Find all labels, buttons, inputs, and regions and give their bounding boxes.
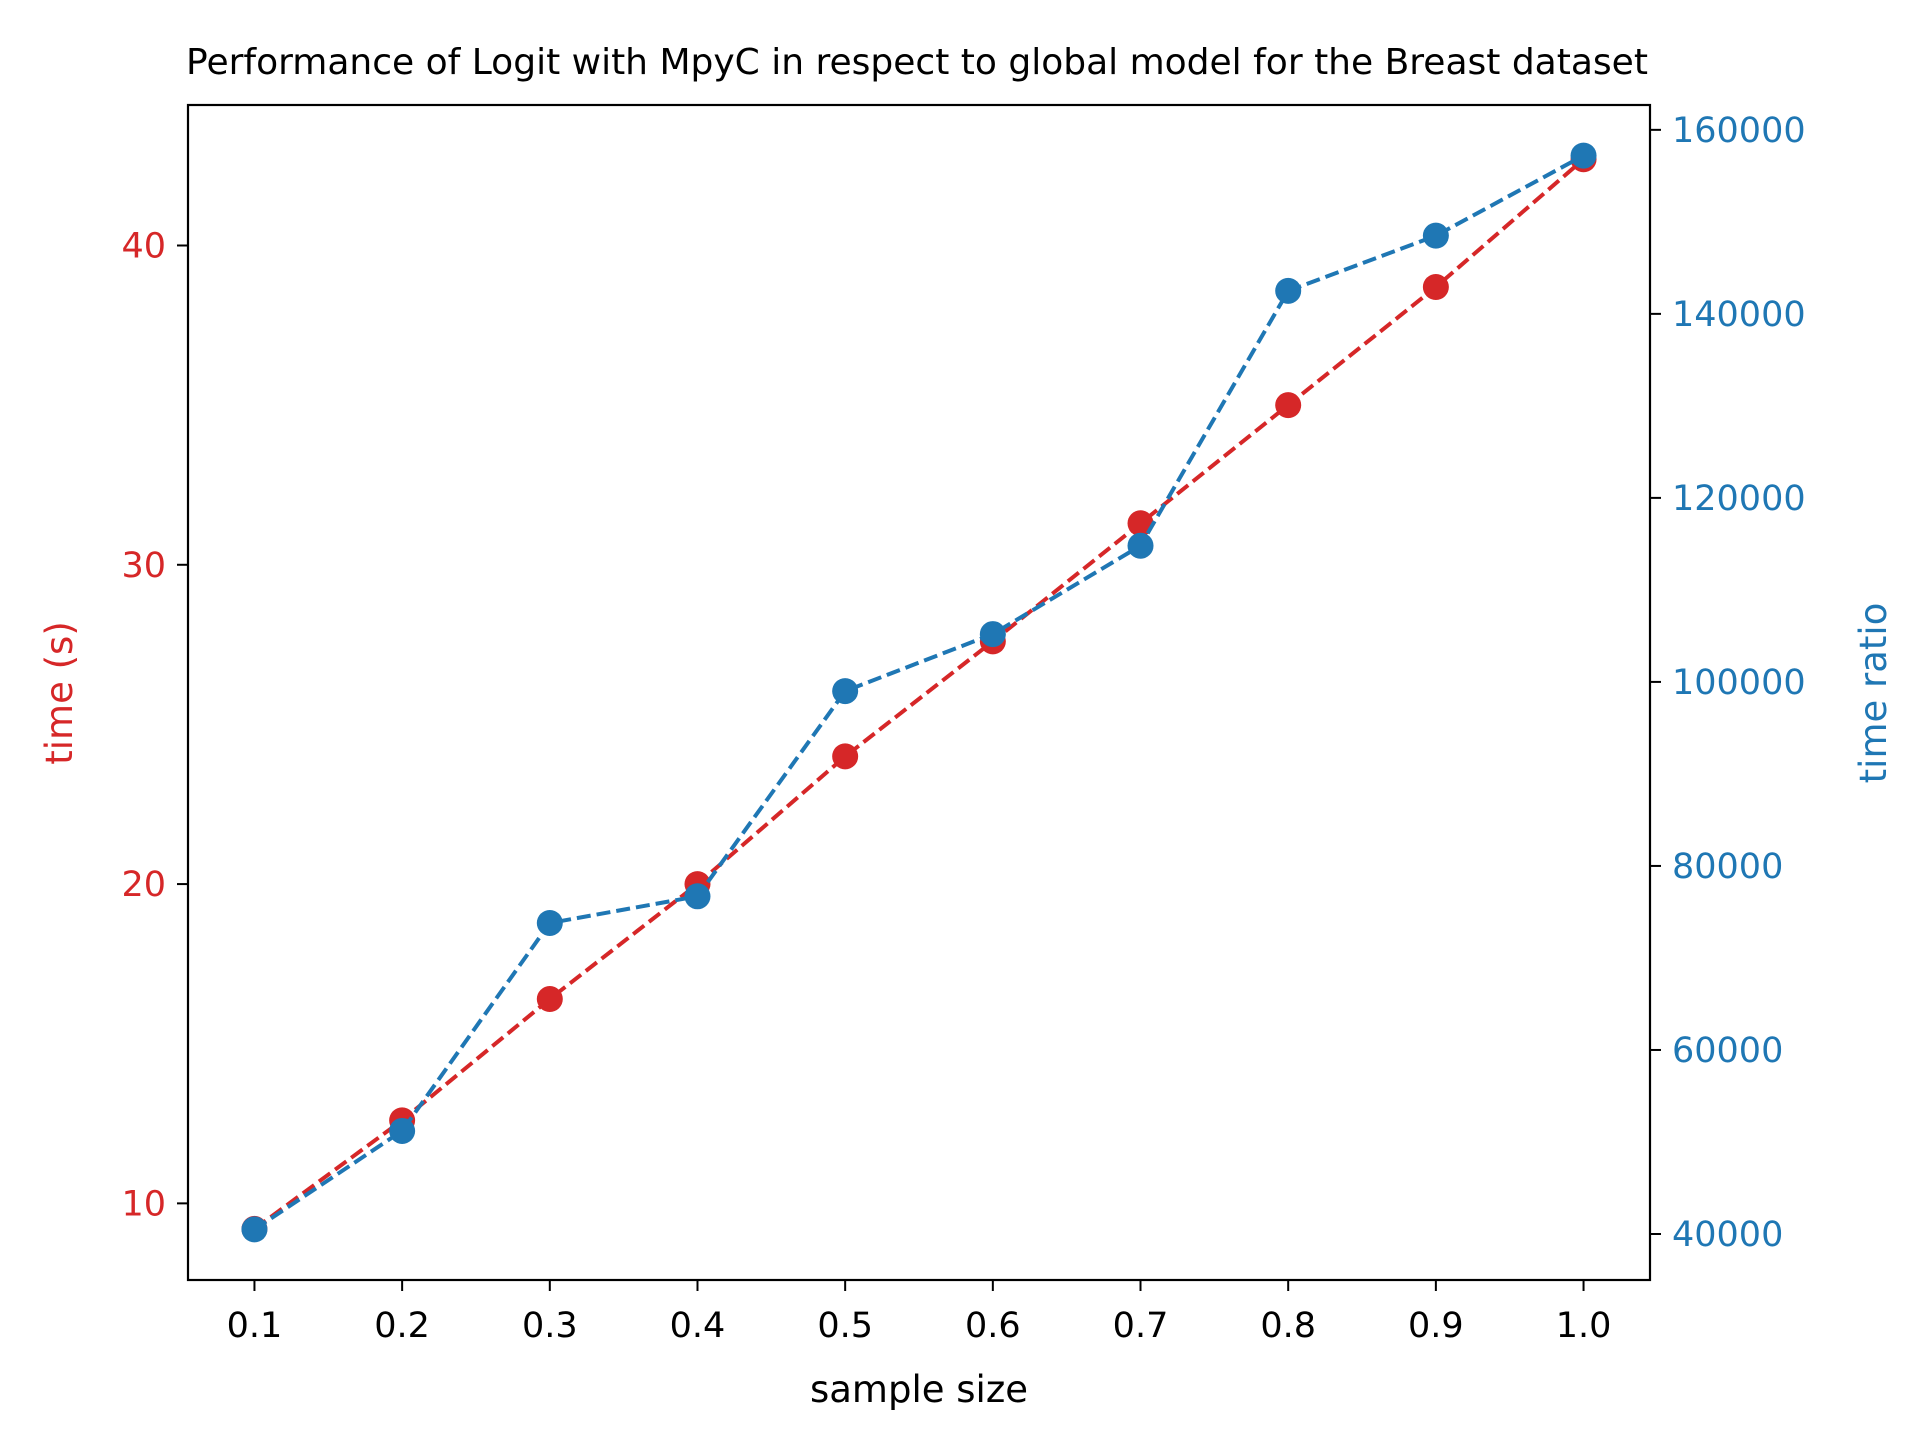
series-2-point xyxy=(832,678,859,705)
right-tick-label: 60000 xyxy=(1672,1031,1783,1071)
left-tick-label: 20 xyxy=(121,865,166,905)
series-2-point xyxy=(536,909,563,936)
series-2-point xyxy=(684,883,711,910)
series-1-point xyxy=(1275,392,1302,419)
x-axis-label: sample size xyxy=(810,1368,1028,1411)
x-tick-label: 0.7 xyxy=(1113,1306,1169,1346)
left-tick-label: 30 xyxy=(121,546,166,586)
series-1-line xyxy=(253,157,1585,1231)
left-tick-label: 40 xyxy=(121,226,166,266)
x-tick-label: 0.9 xyxy=(1408,1306,1464,1346)
left-axis-label: time (s) xyxy=(38,621,81,765)
series-1-point xyxy=(536,986,563,1013)
x-tick-label: 1.0 xyxy=(1556,1306,1612,1346)
series-2-point xyxy=(389,1117,416,1144)
series-2-line xyxy=(253,153,1585,1232)
right-tick-label: 140000 xyxy=(1672,295,1806,335)
x-tick-label: 0.2 xyxy=(374,1306,430,1346)
series-2 xyxy=(241,142,1597,1243)
series-1-point xyxy=(1422,273,1449,300)
x-tick-label: 0.5 xyxy=(817,1306,873,1346)
series-2-point xyxy=(1570,142,1597,169)
plot-frame xyxy=(186,103,1652,1282)
series-2-point xyxy=(241,1216,268,1243)
left-tick-label: 10 xyxy=(121,1184,166,1224)
x-tick-label: 0.8 xyxy=(1260,1306,1316,1346)
x-axis-ticks: 0.1 0.2 0.3 0.4 0.5 0.6 0.7 0.8 0.9 1.0 xyxy=(227,1280,1612,1346)
x-tick-label: 0.6 xyxy=(965,1306,1021,1346)
right-tick-label: 100000 xyxy=(1672,663,1806,703)
series-2-point xyxy=(1422,222,1449,249)
right-tick-label: 120000 xyxy=(1672,479,1806,519)
x-tick-label: 0.4 xyxy=(670,1306,726,1346)
left-axis-ticks: 10 20 30 40 xyxy=(121,226,188,1224)
series-1-point xyxy=(1127,510,1154,537)
chart-title: Performance of Logit with MpyC in respec… xyxy=(186,42,1648,83)
right-tick-label: 160000 xyxy=(1672,111,1806,151)
right-axis-ticks: 40000 60000 80000 100000 120000 140000 160000 xyxy=(1650,111,1806,1255)
x-tick-label: 0.1 xyxy=(227,1306,283,1346)
series-2-point xyxy=(1275,277,1302,304)
series-layer xyxy=(241,142,1597,1243)
right-tick-label: 40000 xyxy=(1672,1215,1783,1255)
x-tick-label: 0.3 xyxy=(522,1306,578,1346)
series-1-point xyxy=(832,743,859,770)
right-tick-label: 80000 xyxy=(1672,847,1783,887)
series-2-point xyxy=(1127,532,1154,559)
right-axis-label: time ratio xyxy=(1852,603,1895,784)
series-2-point xyxy=(979,621,1006,648)
